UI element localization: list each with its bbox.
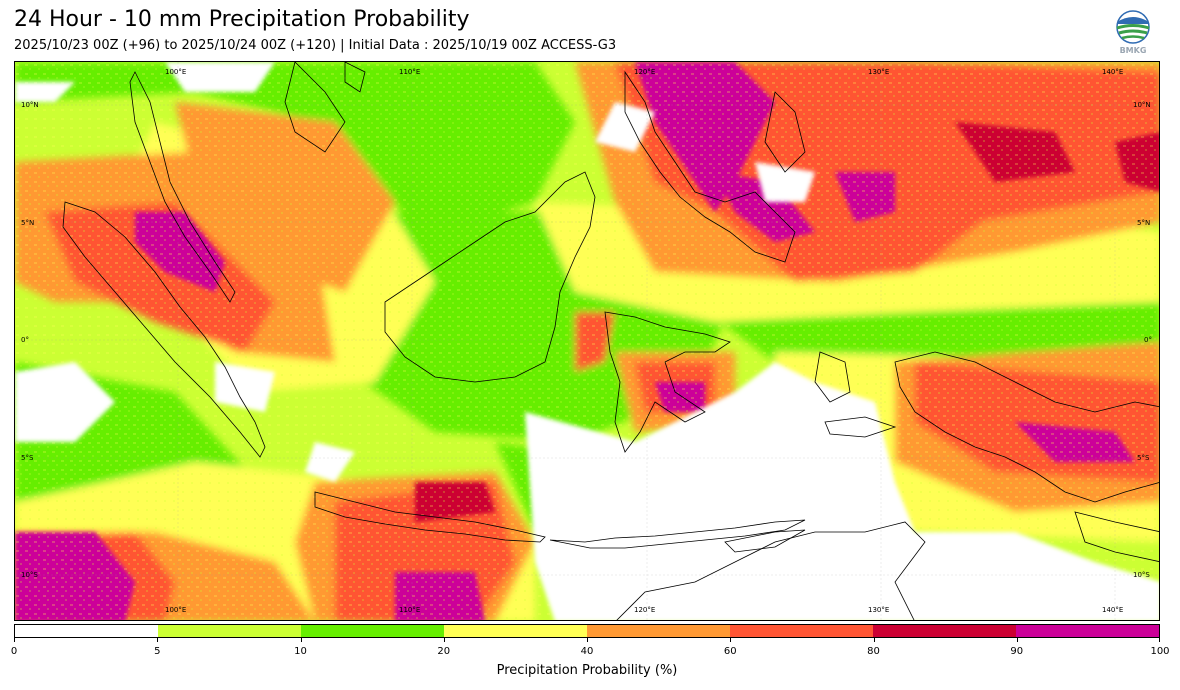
colorbar-segment [158, 625, 301, 637]
lon-label-top: 100°E [165, 68, 187, 76]
lon-label-bottom: 100°E [165, 606, 187, 614]
lat-label-right: 10°N [1133, 101, 1151, 109]
lat-label-left: 5°S [21, 454, 34, 462]
colorbar-tick-label: 90 [1010, 646, 1024, 657]
colorbar-tick [873, 638, 875, 642]
lon-label-bottom: 120°E [634, 606, 656, 614]
colorbar-tick [1016, 638, 1018, 642]
lon-label-top: 120°E [634, 68, 656, 76]
colorbar-segment [301, 625, 444, 637]
lat-label-right: 5°N [1137, 219, 1151, 227]
colorbar-segment [730, 625, 873, 637]
lon-label-bottom: 110°E [399, 606, 421, 614]
colorbar-segment [15, 625, 158, 637]
colorbar-tick-label: 100 [1150, 646, 1170, 657]
lat-label-right: 10°S [1133, 571, 1150, 579]
colorbar-tick-label: 60 [723, 646, 737, 657]
colorbar-tick [14, 638, 15, 642]
colorbar-segment [444, 625, 587, 637]
colorbar-tick-label: 80 [867, 646, 880, 657]
map-field [15, 62, 1159, 620]
colorbar-tick-label: 40 [580, 646, 594, 657]
lon-label-bottom: 130°E [868, 606, 890, 614]
colorbar-tick [587, 638, 588, 642]
lat-label-left: 0° [21, 336, 29, 344]
lat-label-right: 5°S [1137, 454, 1150, 462]
lat-label-left: 10°N [21, 101, 39, 109]
colorbar-segment [873, 625, 1016, 637]
precipitation-map: 100°E 110°E 120°E 130°E 140°E 100°E 110°… [14, 61, 1160, 621]
colorbar-tick-label: 5 [154, 646, 161, 657]
colorbar-tick [1159, 638, 1160, 642]
colorbar-title: Precipitation Probability (%) [496, 663, 678, 678]
lat-label-left: 5°N [21, 219, 35, 227]
colorbar-tick [443, 638, 445, 642]
colorbar-tick-label: 10 [294, 646, 307, 657]
lon-label-top: 110°E [399, 68, 421, 76]
chart-title: 24 Hour - 10 mm Precipitation Probabilit… [14, 7, 470, 32]
lon-label-top: 130°E [868, 68, 890, 76]
colorbar-tick-label: 20 [437, 646, 451, 657]
chart-subtitle: 2025/10/23 00Z (+96) to 2025/10/24 00Z (… [14, 38, 617, 53]
logo-text: BMKG [1120, 46, 1147, 55]
colorbar-tick [157, 638, 159, 642]
lat-label-left: 10°S [21, 571, 38, 579]
colorbar [14, 624, 1160, 638]
lat-label-right: 0° [1144, 336, 1152, 344]
colorbar-segment [1016, 625, 1159, 637]
colorbar-tick [300, 638, 302, 642]
lon-label-bottom: 140°E [1102, 606, 1124, 614]
bmkg-logo-icon: BMKG [1116, 10, 1150, 55]
lon-label-top: 140°E [1102, 68, 1124, 76]
coastlines [62, 62, 1159, 620]
colorbar-segment [587, 625, 730, 637]
colorbar-tick [730, 638, 732, 642]
colorbar-tick-label: 0 [10, 646, 18, 657]
